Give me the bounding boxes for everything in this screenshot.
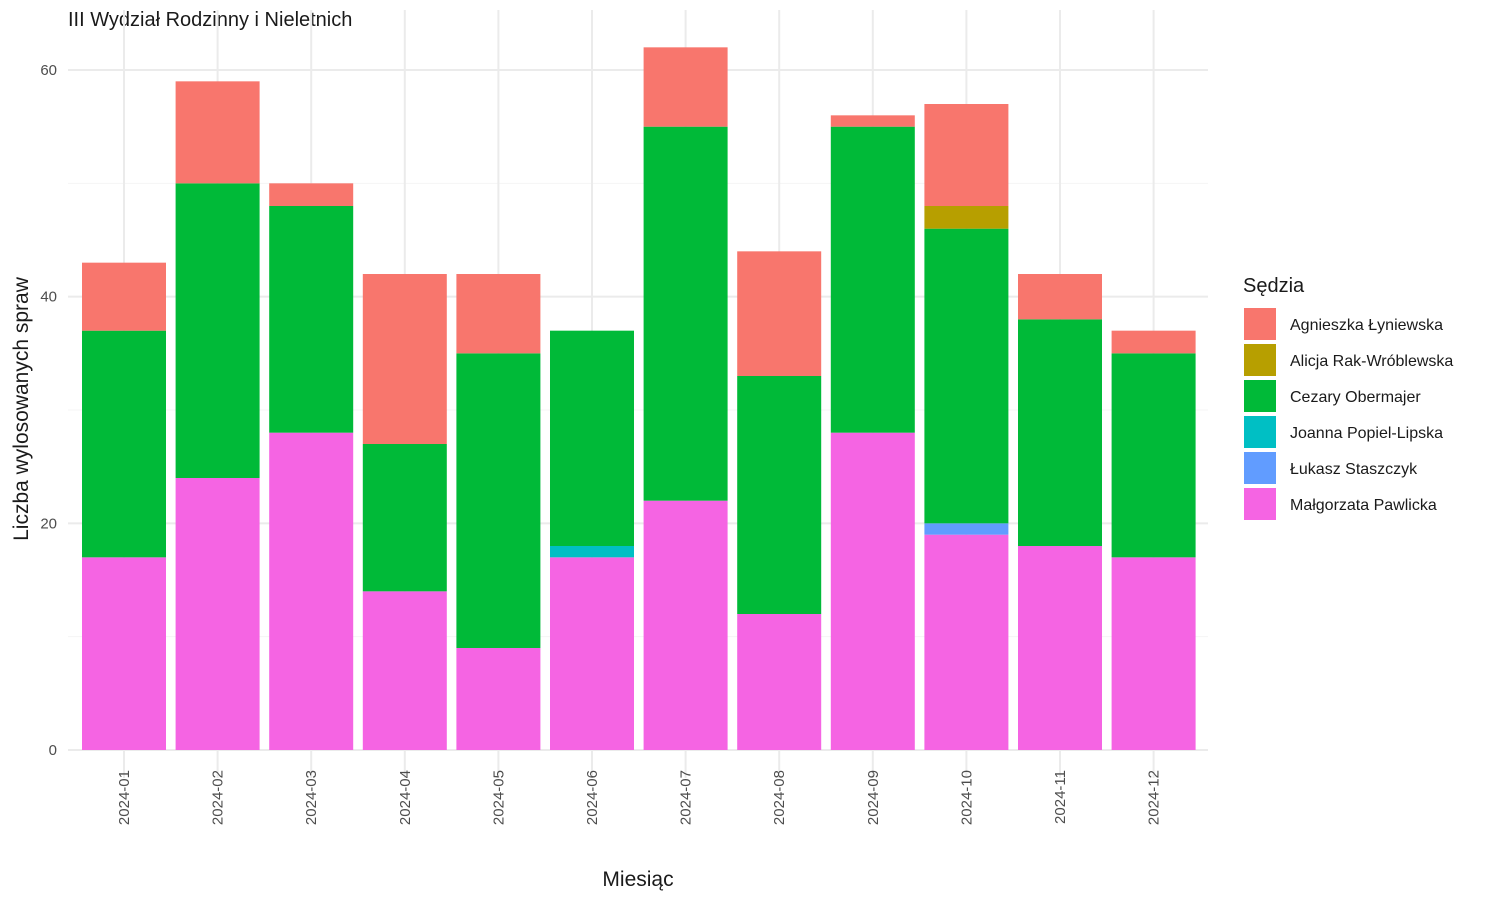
bar-segment (362, 274, 447, 444)
bar-segment (924, 206, 1009, 229)
legend-label: Łukasz Staszczyk (1290, 461, 1418, 478)
x-tick-label: 2024-08 (771, 770, 788, 825)
bar-segment (82, 557, 166, 750)
bar-segment (643, 126, 728, 501)
legend-label: Alicja Rak-Wróblewska (1290, 353, 1453, 370)
bar-segment (175, 478, 260, 750)
x-tick-label: 2024-03 (303, 770, 320, 825)
y-tick-label: 20 (40, 515, 57, 532)
bar-segment (643, 500, 728, 750)
legend: Sędzia Agnieszka Łyniewska Alicja Rak-Wró… (1242, 275, 1453, 522)
bar-segment (924, 534, 1009, 750)
legend-label: Małgorzata Pawlicka (1290, 497, 1437, 514)
bar-segment (1111, 557, 1196, 750)
legend-label: Joanna Popiel-Lipska (1290, 425, 1443, 442)
bar-segment (830, 432, 915, 750)
x-tick-label: 2024-07 (678, 770, 695, 825)
x-tick-label: 2024-02 (210, 770, 227, 825)
bar-segment (737, 376, 822, 614)
bar-segment (456, 274, 541, 354)
y-axis-title: Liczba wylosowanych spraw (10, 276, 33, 541)
x-axis-title: Miesiąc (602, 868, 673, 891)
legend-key (1242, 306, 1278, 342)
bar-segment (269, 206, 354, 433)
bar-segment (737, 614, 822, 750)
bar-segment (924, 523, 1009, 535)
legend-key (1242, 486, 1278, 522)
bar-segment (550, 330, 634, 546)
legend-title: Sędzia (1243, 275, 1305, 297)
bar-segment (362, 591, 447, 750)
bar-segment (175, 81, 260, 184)
bar-segment (1018, 319, 1102, 546)
x-tick-label: 2024-12 (1146, 770, 1163, 825)
x-tick-label: 2024-11 (1052, 770, 1069, 824)
x-tick-label: 2024-09 (865, 770, 882, 825)
y-tick-label: 60 (40, 62, 57, 79)
bar-segment (924, 104, 1009, 206)
bar-segment (550, 546, 634, 558)
bar-segment (550, 557, 634, 750)
bar-segment (643, 47, 728, 127)
bar-segment (1018, 274, 1102, 320)
x-axis-ticks: 2024-01 2024-02 2024-03 2024-04 2024-05 2024-… (116, 770, 1163, 825)
bar-segment (362, 444, 447, 592)
x-tick-label: 2024-04 (397, 770, 414, 825)
bar-segment (830, 115, 915, 127)
bar-segment (456, 648, 541, 750)
bar-segment (82, 262, 166, 331)
x-tick-label: 2024-05 (490, 770, 507, 825)
y-tick-label: 0 (49, 742, 57, 759)
legend-key (1242, 414, 1278, 450)
bar-segment (924, 228, 1009, 524)
bar-segment (175, 183, 260, 479)
bar-segment (737, 251, 822, 376)
x-tick-label: 2024-06 (584, 770, 601, 825)
bar-segment (1111, 353, 1196, 558)
bar-segment (269, 183, 354, 206)
bar-segment (1111, 330, 1196, 354)
legend-label: Agnieszka Łyniewska (1290, 317, 1443, 334)
bar-segment (269, 432, 354, 750)
bar-segment (830, 126, 915, 433)
bar-segment (82, 330, 166, 558)
legend-key (1242, 342, 1278, 378)
chart-title: III Wydział Rodzinny i Nieletnich (68, 9, 352, 31)
y-axis-ticks: 0 20 40 60 (40, 62, 57, 759)
legend-key (1242, 378, 1278, 414)
x-tick-label: 2024-01 (116, 770, 133, 825)
bar-segment (456, 353, 541, 648)
y-tick-label: 40 (40, 289, 57, 306)
legend-key (1242, 450, 1278, 486)
legend-label: Cezary Obermajer (1290, 389, 1421, 406)
bar-segment (1018, 546, 1102, 750)
bars (82, 47, 1196, 750)
x-tick-label: 2024-10 (958, 770, 975, 825)
